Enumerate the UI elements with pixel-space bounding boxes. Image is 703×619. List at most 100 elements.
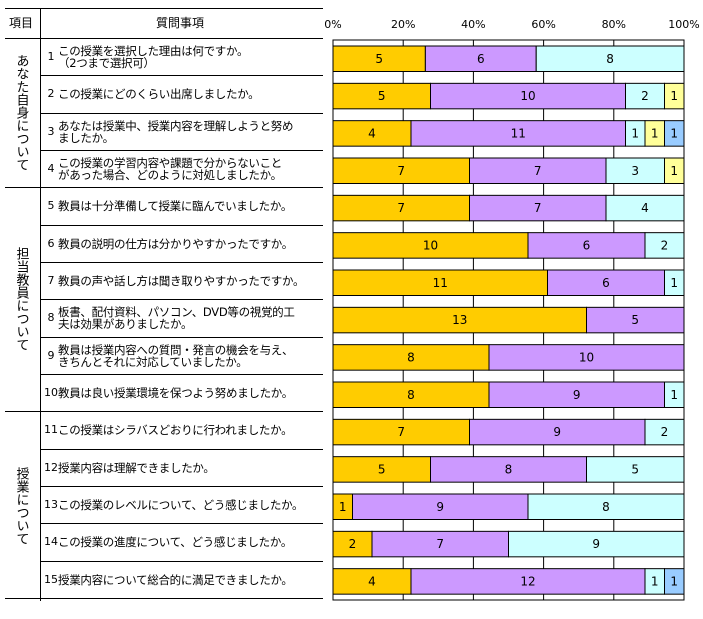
- table-row-line: [40, 337, 323, 338]
- data-label: 5: [631, 313, 639, 327]
- bar-segment: [332, 306, 587, 334]
- table-row-line: [40, 523, 323, 524]
- question-number: 2: [47, 86, 55, 100]
- question-row: 11 この授業はシラバスどおりに行われましたか。: [44, 411, 324, 448]
- bar-segment: [332, 157, 470, 184]
- data-label: 4: [368, 126, 376, 140]
- data-label: 1: [339, 500, 347, 514]
- question-row: 15 授業内容について総合的に満足できましたか。: [44, 561, 324, 598]
- bar-segment: [605, 194, 685, 222]
- bar-segment: [488, 344, 685, 371]
- table-top-line: [5, 8, 323, 9]
- table-row-line: [40, 374, 323, 375]
- data-label: 13: [452, 313, 467, 327]
- question-text: 教員の説明の仕方は分かりやすかったですか。: [58, 236, 293, 251]
- data-label: 2: [661, 425, 669, 439]
- data-label: 1: [651, 126, 659, 140]
- bar-segment: [332, 344, 490, 371]
- question-number: 8: [47, 310, 55, 324]
- question-number: 6: [47, 236, 55, 250]
- question-text: 教員の声や話し方は聞き取りやすかったですか。: [58, 273, 305, 288]
- question-row: 14 この授業の進度について、どう感じましたか。: [44, 523, 324, 560]
- data-label: 7: [534, 201, 542, 215]
- bar-segment: [527, 493, 685, 520]
- bar-segment: [664, 568, 685, 595]
- data-label: 6: [602, 276, 610, 290]
- bar-segment: [527, 232, 646, 259]
- question-number: 4: [47, 161, 55, 175]
- data-label: 10: [520, 89, 535, 103]
- x-tick-label: 60%: [531, 18, 555, 31]
- question-text: この授業にどのくらい出席しましたか。: [58, 86, 260, 101]
- question-row: 1 この授業を選択した理由は何ですか。 （2つまで選択可）: [44, 38, 324, 75]
- bar-segment: [644, 418, 685, 446]
- data-label: 5: [378, 89, 386, 103]
- data-label: 3: [631, 164, 639, 178]
- question-number: 1: [47, 49, 55, 63]
- data-label: 7: [397, 164, 405, 178]
- data-label: 11: [511, 126, 526, 140]
- data-label: 1: [651, 574, 659, 588]
- data-label: 9: [592, 537, 600, 551]
- table-row-line: [40, 262, 323, 263]
- table-row-line: [40, 113, 323, 114]
- data-label: 12: [520, 574, 535, 588]
- question-text: この授業はシラバスどおりに行われましたか。: [58, 422, 293, 437]
- question-number: 15: [44, 572, 58, 586]
- data-label: 6: [477, 52, 485, 66]
- bar-segment: [332, 530, 373, 558]
- table-row-line: [5, 411, 323, 412]
- data-label: 8: [602, 500, 610, 514]
- table-header-line: [5, 38, 323, 39]
- header-question: 質問事項: [156, 16, 205, 30]
- question-row: 6 教員の説明の仕方は分かりやすかったですか。: [44, 225, 324, 262]
- table-row-line: [40, 150, 323, 151]
- bar-segment: [625, 82, 665, 110]
- bar-segment: [664, 381, 685, 408]
- data-label: 9: [573, 388, 581, 402]
- bar-segment: [508, 530, 685, 558]
- bar-segment: [430, 456, 587, 483]
- question-text: 授業内容は理解できましたか。: [58, 460, 215, 475]
- bar-segment: [664, 269, 685, 296]
- question-row: 10 教員は良い授業環境を保つよう努めましたか。: [44, 374, 324, 411]
- data-label: 1: [670, 388, 678, 402]
- data-label: 9: [553, 425, 561, 439]
- data-label: 4: [641, 201, 649, 215]
- bar-segment: [424, 45, 537, 72]
- data-label: 2: [349, 537, 357, 551]
- question-text: この授業の学習内容や課題で分からないこと があった場合、どのように対処しましたか…: [58, 155, 282, 182]
- data-label: 9: [436, 500, 444, 514]
- group-label-teacher: 担当教員について: [13, 247, 29, 351]
- data-label: 5: [378, 462, 386, 476]
- bar-segment: [586, 306, 685, 334]
- question-row: 2 この授業にどのくらい出席しましたか。: [44, 75, 324, 112]
- bar-segment: [332, 456, 431, 483]
- data-label: 10: [423, 238, 438, 252]
- data-label: 8: [606, 52, 614, 66]
- question-number: 14: [44, 534, 58, 548]
- bar-segment: [332, 194, 470, 222]
- data-label: 2: [641, 89, 649, 103]
- question-text: 授業内容について総合的に満足できましたか。: [58, 572, 293, 587]
- data-label: 8: [407, 388, 415, 402]
- data-label: 1: [670, 164, 678, 178]
- data-label: 6: [583, 238, 591, 252]
- x-tick-label: 40%: [461, 18, 485, 31]
- x-tick-label: 0%: [324, 18, 341, 31]
- question-text: 教員は授業内容への質問・発言の機会を与え、 きちんとそれに対応していましたか。: [58, 342, 294, 369]
- x-tick-label: 100%: [668, 18, 699, 31]
- data-label: 5: [375, 52, 383, 66]
- data-label: 1: [631, 126, 639, 140]
- bar-segment: [332, 82, 431, 110]
- question-row: 12 授業内容は理解できましたか。: [44, 449, 324, 486]
- table-row-line: [40, 449, 323, 450]
- question-row: 5 教員は十分準備して授業に臨んでいましたか。: [44, 187, 324, 224]
- data-label: 7: [534, 164, 542, 178]
- question-text: あなたは授業中、授業内容を理解しようと努め ましたか。: [58, 118, 294, 145]
- table-row-line: [5, 598, 323, 599]
- bar-segment: [664, 120, 685, 147]
- question-row: 8 板書、配付資料、パソコン、DVD等の視覚的工 夫は効果がありましたか。: [44, 299, 324, 336]
- question-number: 12: [44, 460, 58, 474]
